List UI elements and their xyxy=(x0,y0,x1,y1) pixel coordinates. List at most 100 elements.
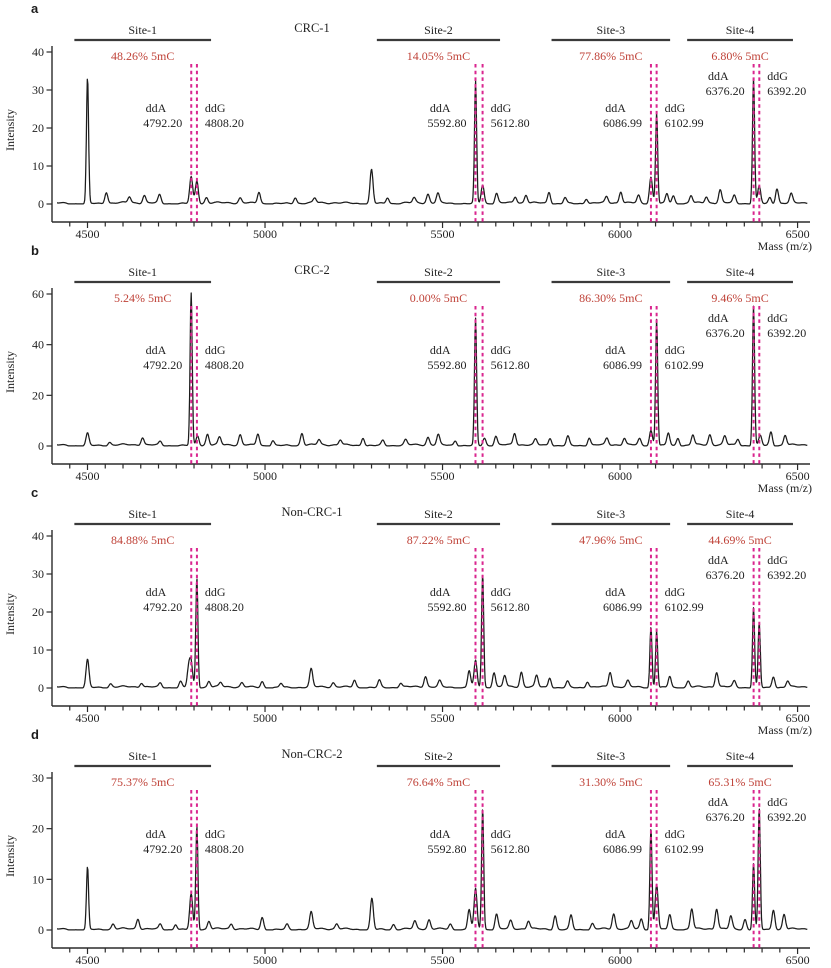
dd-a-mass: 5592.80 xyxy=(427,116,466,130)
dd-a-label: ddA xyxy=(430,101,451,115)
x-tick-label: 5000 xyxy=(253,227,277,241)
dd-g-label: ddG xyxy=(665,101,686,115)
x-axis-title: Mass (m/z) xyxy=(758,481,812,495)
site-methylation-percent: 44.69% 5mC xyxy=(708,533,771,547)
dd-g-label: ddG xyxy=(665,827,686,841)
x-tick-label: 5000 xyxy=(253,711,277,725)
dd-g-label: ddG xyxy=(767,311,788,325)
dd-a-label: ddA xyxy=(708,311,729,325)
spectrum-trace xyxy=(56,77,808,205)
x-tick-label: 4500 xyxy=(76,469,100,483)
dd-a-label: ddA xyxy=(605,585,626,599)
dd-g-mass: 6392.20 xyxy=(767,84,806,98)
y-tick-label: 0 xyxy=(38,923,44,937)
dd-a-mass: 4792.20 xyxy=(143,116,182,130)
x-axis-title: Mass (m/z) xyxy=(758,723,812,737)
y-tick-label: 10 xyxy=(32,643,44,657)
y-tick-label: 30 xyxy=(32,83,44,97)
x-tick-label: 4500 xyxy=(76,953,100,967)
y-tick-label: 40 xyxy=(32,529,44,543)
dd-g-label: ddG xyxy=(205,343,226,357)
panel-c: c Non-CRC-1 4500 5000 5500 6000 6500 Mass (m/… xyxy=(0,484,831,737)
dd-g-label: ddG xyxy=(491,585,512,599)
x-tick-label: 4500 xyxy=(76,227,100,241)
site-methylation-percent: 65.31% 5mC xyxy=(708,775,771,789)
site-name: Site-3 xyxy=(596,749,625,763)
site-methylation-percent: 31.30% 5mC xyxy=(579,775,642,789)
x-tick-label: 5500 xyxy=(431,711,455,725)
site-methylation-percent: 0.00% 5mC xyxy=(410,291,467,305)
dd-g-mass: 6392.20 xyxy=(767,810,806,824)
dd-a-label: ddA xyxy=(708,795,729,809)
dd-g-mass: 6392.20 xyxy=(767,326,806,340)
site-name: Site-4 xyxy=(726,265,755,279)
dd-g-mass: 4808.20 xyxy=(205,116,244,130)
site-name: Site-3 xyxy=(596,265,625,279)
dd-a-mass: 5592.80 xyxy=(427,842,466,856)
dd-a-label: ddA xyxy=(146,585,167,599)
dd-a-mass: 6376.20 xyxy=(706,84,745,98)
dd-g-mass: 5612.80 xyxy=(491,842,530,856)
site-methylation-percent: 14.05% 5mC xyxy=(407,49,470,63)
dd-a-label: ddA xyxy=(605,343,626,357)
site-name: Site-4 xyxy=(726,507,755,521)
site-name: Site-2 xyxy=(424,507,453,521)
panel-b-title: CRC-2 xyxy=(294,263,330,277)
x-tick-label: 6500 xyxy=(786,711,810,725)
site-methylation-percent: 48.26% 5mC xyxy=(111,49,174,63)
dd-g-label: ddG xyxy=(767,795,788,809)
site-name: Site-2 xyxy=(424,23,453,37)
x-axis-title: Mass (m/z) xyxy=(758,239,812,253)
site-name: Site-1 xyxy=(128,749,157,763)
panel-d-title: Non-CRC-2 xyxy=(281,747,343,761)
site-methylation-percent: 75.37% 5mC xyxy=(111,775,174,789)
x-axis-title: Mass (m/z) xyxy=(758,965,812,968)
dd-a-mass: 6376.20 xyxy=(706,326,745,340)
dd-a-label: ddA xyxy=(146,101,167,115)
dd-g-label: ddG xyxy=(767,553,788,567)
dd-g-mass: 6102.99 xyxy=(665,358,704,372)
dd-g-mass: 4808.20 xyxy=(205,358,244,372)
dd-a-label: ddA xyxy=(708,553,729,567)
dd-a-mass: 4792.20 xyxy=(143,600,182,614)
y-axis-title: Intensity xyxy=(3,593,17,635)
spectrum-trace xyxy=(56,808,808,931)
y-tick-label: 60 xyxy=(32,287,44,301)
site-methylation-percent: 5.24% 5mC xyxy=(114,291,171,305)
dd-g-mass: 5612.80 xyxy=(491,358,530,372)
dd-a-mass: 5592.80 xyxy=(427,358,466,372)
y-axis-title: Intensity xyxy=(3,109,17,151)
dd-a-label: ddA xyxy=(430,585,451,599)
y-tick-label: 10 xyxy=(32,872,44,886)
dd-a-label: ddA xyxy=(146,343,167,357)
dd-g-label: ddG xyxy=(205,585,226,599)
panel-a: a CRC-1 4500 5000 5500 6000 6500 Mass (m/z) 0 1… xyxy=(0,0,831,253)
dd-g-label: ddG xyxy=(205,101,226,115)
dd-a-label: ddA xyxy=(605,101,626,115)
panel-b: b CRC-2 4500 5000 5500 6000 6500 Mass (m/z) 0 2… xyxy=(0,242,831,495)
dd-g-mass: 5612.80 xyxy=(491,116,530,130)
dd-a-mass: 4792.20 xyxy=(143,358,182,372)
dd-a-label: ddA xyxy=(430,343,451,357)
dd-g-mass: 5612.80 xyxy=(491,600,530,614)
dd-g-mass: 6102.99 xyxy=(665,116,704,130)
site-name: Site-1 xyxy=(128,507,157,521)
y-tick-label: 40 xyxy=(32,45,44,59)
x-tick-label: 5000 xyxy=(253,469,277,483)
dd-a-label: ddA xyxy=(430,827,451,841)
site-name: Site-1 xyxy=(128,265,157,279)
site-methylation-percent: 9.46% 5mC xyxy=(711,291,768,305)
y-tick-label: 0 xyxy=(38,197,44,211)
dd-g-label: ddG xyxy=(491,827,512,841)
y-tick-label: 20 xyxy=(32,605,44,619)
dd-g-label: ddG xyxy=(491,343,512,357)
dd-a-label: ddA xyxy=(146,827,167,841)
y-tick-label: 20 xyxy=(32,822,44,836)
dd-g-mass: 4808.20 xyxy=(205,842,244,856)
x-tick-label: 5000 xyxy=(253,953,277,967)
y-axis-title: Intensity xyxy=(3,351,17,393)
